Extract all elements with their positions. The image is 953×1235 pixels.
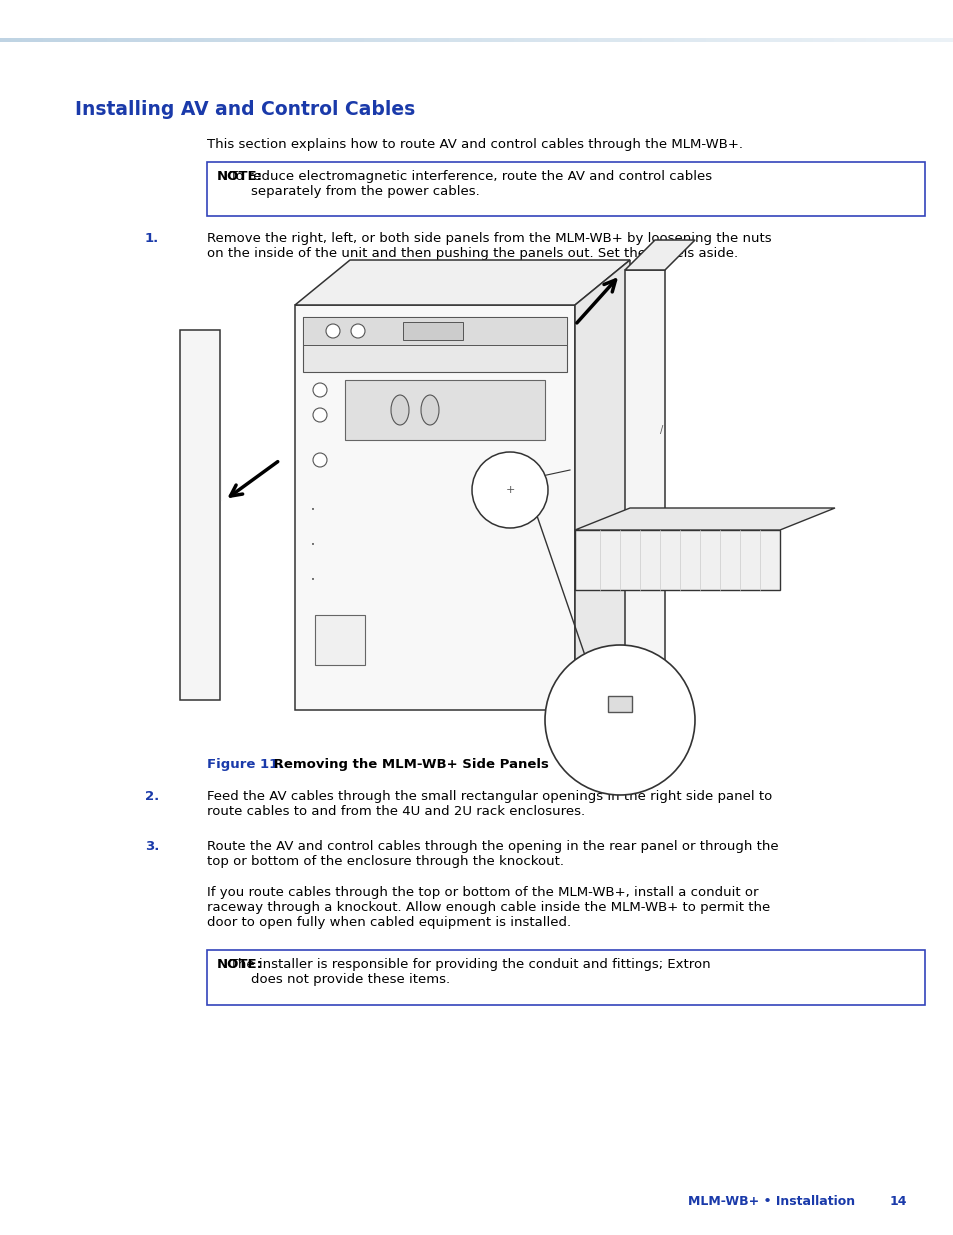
Text: Remove the right, left, or both side panels from the MLM-WB+ by loosening the nu: Remove the right, left, or both side pan… (207, 232, 771, 261)
Text: Figure 11.: Figure 11. (207, 758, 283, 771)
Text: 3.: 3. (145, 840, 159, 853)
Text: +: + (505, 485, 515, 495)
Polygon shape (180, 330, 220, 700)
Text: NOTE:: NOTE: (216, 170, 263, 183)
FancyBboxPatch shape (207, 162, 924, 216)
Polygon shape (575, 261, 629, 710)
Text: Installing AV and Control Cables: Installing AV and Control Cables (75, 100, 415, 119)
Text: The installer is responsible for providing the conduit and fittings; Extron
    : The installer is responsible for providi… (216, 958, 710, 986)
Circle shape (544, 645, 695, 795)
Text: NOTE:: NOTE: (216, 958, 263, 971)
Polygon shape (575, 508, 834, 530)
Polygon shape (303, 317, 566, 372)
Text: Route the AV and control cables through the opening in the rear panel or through: Route the AV and control cables through … (207, 840, 778, 868)
Text: MLM-WB+ • Installation: MLM-WB+ • Installation (687, 1195, 854, 1208)
Polygon shape (402, 322, 462, 340)
Text: /: / (659, 425, 662, 435)
Text: This section explains how to route AV and control cables through the MLM-WB+.: This section explains how to route AV an… (207, 138, 742, 151)
Text: •: • (311, 577, 314, 583)
Polygon shape (575, 530, 780, 590)
Text: 1.: 1. (145, 232, 159, 245)
Text: 14: 14 (889, 1195, 906, 1208)
Ellipse shape (391, 395, 409, 425)
Polygon shape (624, 240, 695, 270)
Circle shape (313, 453, 327, 467)
Circle shape (472, 452, 547, 529)
Circle shape (326, 324, 339, 338)
Text: Feed the AV cables through the small rectangular openings in the right side pane: Feed the AV cables through the small rec… (207, 790, 771, 818)
Text: •: • (311, 508, 314, 513)
Polygon shape (294, 261, 629, 305)
Text: If you route cables through the top or bottom of the MLM-WB+, install a conduit : If you route cables through the top or b… (207, 885, 769, 929)
Polygon shape (345, 380, 544, 440)
Text: 2.: 2. (145, 790, 159, 803)
Polygon shape (294, 305, 575, 710)
FancyBboxPatch shape (207, 950, 924, 1005)
Polygon shape (624, 270, 664, 659)
Circle shape (351, 324, 365, 338)
Ellipse shape (420, 395, 438, 425)
Polygon shape (314, 615, 365, 664)
Text: Removing the MLM-WB+ Side Panels: Removing the MLM-WB+ Side Panels (269, 758, 548, 771)
Text: To reduce electromagnetic interference, route the AV and control cables
        : To reduce electromagnetic interference, … (216, 170, 711, 198)
FancyBboxPatch shape (607, 697, 631, 713)
Circle shape (313, 408, 327, 422)
Polygon shape (303, 317, 566, 345)
Circle shape (313, 383, 327, 396)
Text: •: • (311, 542, 314, 548)
